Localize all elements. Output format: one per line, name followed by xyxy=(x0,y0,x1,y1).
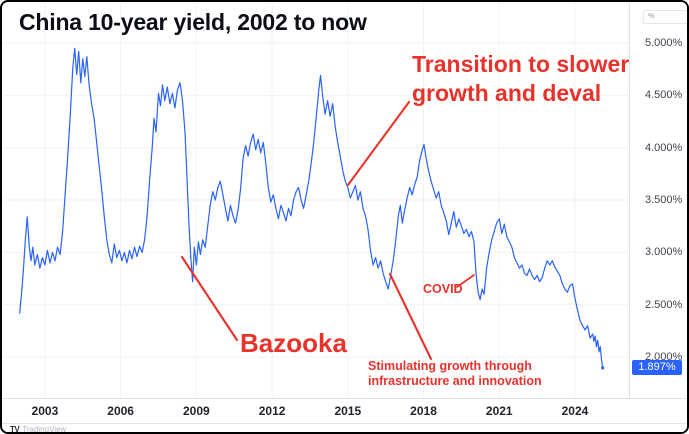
price-axis-label: 2.000% xyxy=(645,351,683,364)
chart-plot-area[interactable]: China 10-year yield, 2002 to now Transit… xyxy=(2,2,629,398)
price-axis-label: 2.500% xyxy=(645,298,683,311)
price-axis-label: 4.000% xyxy=(645,141,683,154)
time-axis-label: 2003 xyxy=(31,404,59,418)
time-axis-label: 2021 xyxy=(485,404,513,418)
tradingview-logo[interactable]: TV TradingView xyxy=(10,425,67,434)
price-axis[interactable]: % 1.897% 5.000% 4.500% 4.000% 3.500% 3.000% 2… xyxy=(629,2,687,398)
time-axis-label: 2018 xyxy=(410,404,437,418)
time-axis-label: 2012 xyxy=(258,404,286,418)
chart-canvas xyxy=(2,2,629,398)
annotation-stimulating-text[interactable]: Stimulating growth through infrastructur… xyxy=(368,359,542,388)
tradingview-icon: TV xyxy=(10,425,20,434)
time-axis-label: 2009 xyxy=(183,404,210,418)
price-axis-label: 4.500% xyxy=(645,89,683,102)
time-axis-label: 2006 xyxy=(107,404,134,418)
time-axis-label: 2024 xyxy=(561,404,589,418)
annotation-line-bazooka[interactable] xyxy=(180,255,239,342)
series-endpoint xyxy=(601,366,605,370)
last-price-badge: 1.897% xyxy=(632,360,682,376)
chart-title[interactable]: China 10-year yield, 2002 to now xyxy=(19,9,367,35)
time-axis[interactable]: 2003 2006 2009 2012 2015 2018 2021 2024 xyxy=(2,398,687,423)
annotation-line-transition[interactable] xyxy=(346,100,411,187)
annotation-covid-text[interactable]: COVID xyxy=(423,282,463,296)
price-axis-label: 3.500% xyxy=(645,194,683,207)
time-axis-label: 2015 xyxy=(334,404,362,418)
annotation-line-stimulating[interactable] xyxy=(388,272,433,361)
footer-strip: TV TradingView xyxy=(2,423,687,434)
tradingview-logo-label: TradingView xyxy=(22,425,67,434)
price-axis-label: 3.000% xyxy=(645,246,683,259)
annotation-bazooka-text[interactable]: Bazooka xyxy=(240,328,347,358)
annotation-line-covid[interactable] xyxy=(456,274,475,288)
annotation-transition-text[interactable]: Transition to slower growth and deval xyxy=(412,51,630,106)
yield-series-line[interactable] xyxy=(19,47,604,369)
percent-unit-button[interactable]: % xyxy=(643,10,687,24)
price-axis-label: 5.000% xyxy=(645,37,683,50)
